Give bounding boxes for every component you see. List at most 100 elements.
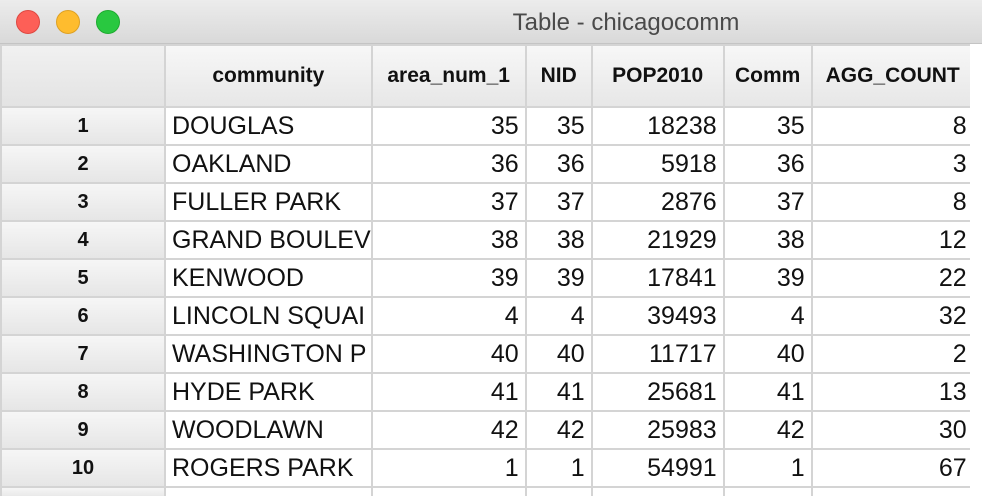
row-header[interactable]: 8	[0, 372, 166, 412]
maximize-window-button[interactable]	[96, 10, 120, 34]
cell-pop2010[interactable]	[590, 486, 725, 496]
corner-header[interactable]	[0, 44, 166, 108]
cell-community[interactable]: ROGERS PARK	[164, 448, 373, 488]
cell-comm[interactable]: 1	[722, 448, 813, 488]
cell-agg-count[interactable]: 3	[810, 144, 975, 184]
cell-community[interactable]: OAKLAND	[164, 144, 373, 184]
cell-pop2010[interactable]: 17841	[590, 258, 725, 298]
row-header[interactable]: 9	[0, 410, 166, 450]
row-header[interactable]: 4	[0, 220, 166, 260]
cell-agg-count[interactable]: 13	[810, 372, 975, 412]
cell-agg-count[interactable]: 30	[810, 410, 975, 450]
cell-community[interactable]: GRAND BOULEV	[164, 220, 373, 260]
column-header-comm[interactable]: Comm	[722, 44, 813, 108]
cell-pop2010[interactable]: 25681	[590, 372, 725, 412]
cell-comm[interactable]: 38	[722, 220, 813, 260]
table-row[interactable]: 4 GRAND BOULEV 38 38 21929 38 12	[0, 220, 975, 260]
cell-agg-count[interactable]: 8	[810, 106, 975, 146]
cell-nid[interactable]: 4	[524, 296, 593, 336]
cell-comm[interactable]: 40	[722, 334, 813, 374]
cell-area-num-1[interactable]: 41	[370, 372, 527, 412]
cell-area-num-1[interactable]	[370, 486, 527, 496]
cell-nid[interactable]: 40	[524, 334, 593, 374]
cell-comm[interactable]: 41	[722, 372, 813, 412]
table-row[interactable]: 7 WASHINGTON P 40 40 11717 40 2	[0, 334, 975, 374]
row-header[interactable]: 10	[0, 448, 166, 488]
cell-pop2010[interactable]: 25983	[590, 410, 725, 450]
cell-pop2010[interactable]: 54991	[590, 448, 725, 488]
table-row-partial[interactable]	[0, 486, 975, 496]
cell-area-num-1[interactable]: 35	[370, 106, 527, 146]
cell-pop2010[interactable]: 11717	[590, 334, 725, 374]
cell-area-num-1[interactable]: 4	[370, 296, 527, 336]
cell-comm[interactable]: 4	[722, 296, 813, 336]
cell-comm[interactable]: 35	[722, 106, 813, 146]
cell-agg-count[interactable]: 12	[810, 220, 975, 260]
column-header-community[interactable]: community	[164, 44, 373, 108]
cell-community[interactable]: HYDE PARK	[164, 372, 373, 412]
cell-comm[interactable]: 39	[722, 258, 813, 298]
cell-pop2010[interactable]: 18238	[590, 106, 725, 146]
row-header[interactable]: 5	[0, 258, 166, 298]
cell-nid[interactable]: 37	[524, 182, 593, 222]
cell-pop2010[interactable]: 2876	[590, 182, 725, 222]
table-row[interactable]: 8 HYDE PARK 41 41 25681 41 13	[0, 372, 975, 412]
cell-comm[interactable]: 42	[722, 410, 813, 450]
cell-area-num-1[interactable]: 40	[370, 334, 527, 374]
cell-agg-count[interactable]: 2	[810, 334, 975, 374]
cell-comm[interactable]: 37	[722, 182, 813, 222]
cell-nid[interactable]: 41	[524, 372, 593, 412]
cell-agg-count[interactable]: 8	[810, 182, 975, 222]
cell-area-num-1[interactable]: 39	[370, 258, 527, 298]
cell-comm[interactable]: 36	[722, 144, 813, 184]
data-grid[interactable]: community area_num_1 NID POP2010 Comm AG…	[0, 44, 982, 496]
table-row[interactable]: 10 ROGERS PARK 1 1 54991 1 67	[0, 448, 975, 488]
cell-community[interactable]: DOUGLAS	[164, 106, 373, 146]
cell-area-num-1[interactable]: 36	[370, 144, 527, 184]
row-header[interactable]: 1	[0, 106, 166, 146]
cell-area-num-1[interactable]: 37	[370, 182, 527, 222]
cell-nid[interactable]: 42	[524, 410, 593, 450]
column-header-area-num-1[interactable]: area_num_1	[370, 44, 527, 108]
cell-nid[interactable]: 1	[524, 448, 593, 488]
cell-agg-count[interactable]: 67	[810, 448, 975, 488]
cell-agg-count[interactable]: 22	[810, 258, 975, 298]
cell-nid[interactable]: 36	[524, 144, 593, 184]
cell-community[interactable]: KENWOOD	[164, 258, 373, 298]
cell-community[interactable]	[164, 486, 373, 496]
cell-nid[interactable]	[524, 486, 593, 496]
column-header-agg-count[interactable]: AGG_COUNT	[810, 44, 975, 108]
cell-pop2010[interactable]: 5918	[590, 144, 725, 184]
table-row[interactable]: 9 WOODLAWN 42 42 25983 42 30	[0, 410, 975, 450]
row-header[interactable]: 6	[0, 296, 166, 336]
cell-nid[interactable]: 38	[524, 220, 593, 260]
column-header-pop2010[interactable]: POP2010	[590, 44, 725, 108]
table-row[interactable]: 3 FULLER PARK 37 37 2876 37 8	[0, 182, 975, 222]
cell-community[interactable]: WOODLAWN	[164, 410, 373, 450]
cell-area-num-1[interactable]: 38	[370, 220, 527, 260]
cell-area-num-1[interactable]: 42	[370, 410, 527, 450]
cell-area-num-1[interactable]: 1	[370, 448, 527, 488]
cell-pop2010[interactable]: 21929	[590, 220, 725, 260]
row-header[interactable]: 3	[0, 182, 166, 222]
data-table: community area_num_1 NID POP2010 Comm AG…	[0, 44, 975, 496]
cell-pop2010[interactable]: 39493	[590, 296, 725, 336]
row-header[interactable]: 2	[0, 144, 166, 184]
cell-community[interactable]: WASHINGTON P	[164, 334, 373, 374]
table-row[interactable]: 1 DOUGLAS 35 35 18238 35 8	[0, 106, 975, 146]
table-row[interactable]: 5 KENWOOD 39 39 17841 39 22	[0, 258, 975, 298]
close-window-button[interactable]	[16, 10, 40, 34]
cell-comm[interactable]	[722, 486, 813, 496]
column-header-nid[interactable]: NID	[524, 44, 593, 108]
minimize-window-button[interactable]	[56, 10, 80, 34]
table-row[interactable]: 6 LINCOLN SQUAI 4 4 39493 4 32	[0, 296, 975, 336]
row-header[interactable]: 7	[0, 334, 166, 374]
cell-community[interactable]: LINCOLN SQUAI	[164, 296, 373, 336]
cell-nid[interactable]: 35	[524, 106, 593, 146]
cell-agg-count[interactable]: 32	[810, 296, 975, 336]
row-header[interactable]	[0, 486, 166, 496]
cell-nid[interactable]: 39	[524, 258, 593, 298]
cell-community[interactable]: FULLER PARK	[164, 182, 373, 222]
table-row[interactable]: 2 OAKLAND 36 36 5918 36 3	[0, 144, 975, 184]
cell-agg-count[interactable]	[810, 486, 975, 496]
